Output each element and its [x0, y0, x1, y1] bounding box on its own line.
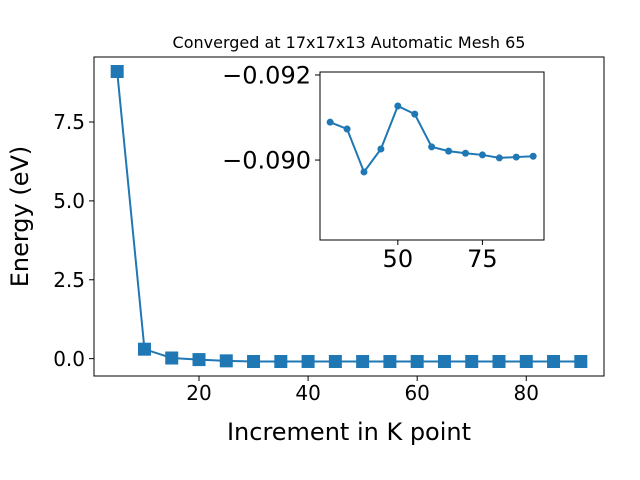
- marker: [512, 153, 520, 161]
- marker: [360, 168, 368, 176]
- marker: [495, 154, 503, 162]
- marker: [445, 147, 453, 155]
- y-axis-label: Energy (eV): [6, 146, 34, 288]
- y-tick-label: −0.090: [222, 147, 311, 175]
- y-tick-label: 0.0: [53, 347, 85, 371]
- marker: [219, 354, 233, 368]
- inset-plot-area: [319, 71, 545, 241]
- marker: [301, 354, 315, 368]
- marker: [326, 118, 334, 126]
- x-tick-label: 75: [467, 245, 498, 273]
- marker: [547, 354, 561, 368]
- marker: [410, 354, 424, 368]
- marker: [529, 152, 537, 160]
- marker: [465, 354, 479, 368]
- marker: [519, 354, 533, 368]
- y-tick-label: 5.0: [53, 189, 85, 213]
- marker: [377, 145, 385, 153]
- marker: [328, 354, 342, 368]
- x-tick-label: 20: [186, 381, 211, 405]
- marker: [411, 110, 419, 118]
- x-tick-label: 80: [514, 381, 539, 405]
- marker: [394, 102, 402, 110]
- marker: [192, 353, 206, 367]
- marker: [428, 143, 436, 151]
- marker: [343, 125, 351, 133]
- y-tick-label: 7.5: [53, 110, 85, 134]
- marker: [461, 149, 469, 157]
- marker: [165, 351, 179, 365]
- y-tick-label: −0.092: [222, 62, 311, 90]
- x-tick-label: 60: [404, 381, 429, 405]
- marker: [437, 354, 451, 368]
- marker: [110, 65, 124, 79]
- x-tick-label: 50: [383, 245, 414, 273]
- marker: [247, 355, 261, 369]
- marker: [356, 355, 370, 369]
- marker: [383, 355, 397, 369]
- x-tick-label: 40: [295, 381, 320, 405]
- marker: [478, 151, 486, 159]
- y-tick-label: 2.5: [53, 268, 85, 292]
- marker: [574, 354, 588, 368]
- marker: [274, 355, 288, 369]
- chart-title: Converged at 17x17x13 Automatic Mesh 65: [173, 33, 526, 52]
- x-axis-label: Increment in K point: [227, 418, 471, 446]
- marker: [137, 342, 151, 356]
- marker: [492, 354, 506, 368]
